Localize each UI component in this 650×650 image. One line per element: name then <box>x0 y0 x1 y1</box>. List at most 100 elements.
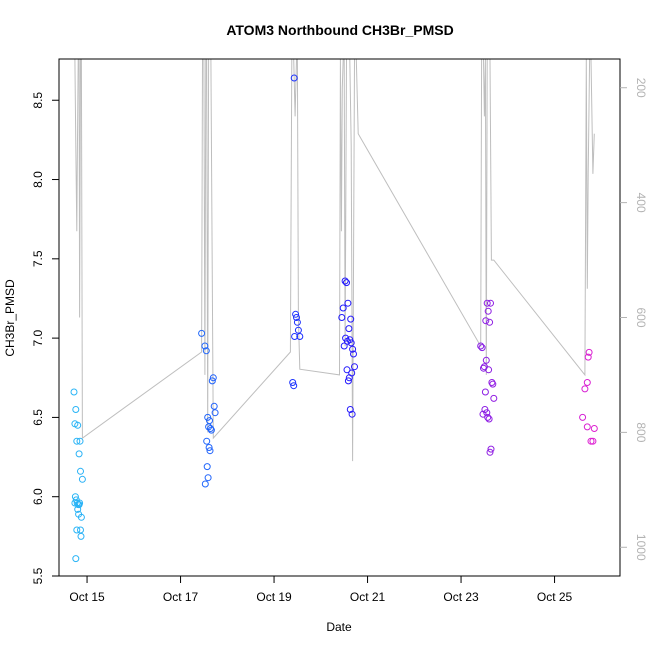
x-tick-label: Oct 17 <box>163 590 199 604</box>
data-point <box>211 409 219 417</box>
data-point <box>348 369 356 377</box>
data-point <box>207 426 215 434</box>
data-point <box>481 388 489 396</box>
data-point <box>490 394 498 402</box>
data-point <box>340 342 348 350</box>
data-point <box>487 299 494 307</box>
data-point <box>341 277 349 285</box>
y-tick-label: 6.0 <box>31 488 45 505</box>
y-tick-label: 6.5 <box>31 409 45 426</box>
data-point <box>479 410 487 418</box>
data-point <box>482 356 490 364</box>
data-point <box>75 450 83 458</box>
data-point <box>587 437 595 445</box>
data-point <box>345 325 353 333</box>
data-point <box>209 374 217 382</box>
data-point <box>290 74 298 82</box>
x-tick-label: Oct 23 <box>443 590 479 604</box>
data-point <box>72 406 80 413</box>
data-point <box>346 406 354 413</box>
data-point <box>349 345 357 353</box>
data-point <box>347 315 355 323</box>
series-line <box>73 59 595 462</box>
y-right-tick-label: 1000 <box>634 534 648 561</box>
x-tick-label: Oct 19 <box>256 590 292 604</box>
data-point <box>292 310 300 318</box>
data-point <box>72 555 80 563</box>
data-point <box>583 423 591 431</box>
data-point <box>584 353 592 361</box>
data-point <box>291 333 299 340</box>
data-point <box>343 366 351 374</box>
data-point <box>343 279 350 287</box>
y-axis-label: CH3Br_PMSD <box>3 279 17 357</box>
y-right-tick-label: 800 <box>634 422 648 442</box>
data-point <box>77 513 85 521</box>
data-point <box>581 385 589 393</box>
point-layer <box>70 74 598 563</box>
x-tick-label: Oct 21 <box>350 590 386 604</box>
data-point <box>583 379 591 386</box>
data-point <box>486 448 494 456</box>
y-right-tick-label: 600 <box>634 307 648 327</box>
data-point <box>290 382 298 390</box>
chart-title: ATOM3 Northbound CH3Br_PMSD <box>226 22 453 38</box>
data-point <box>481 406 489 413</box>
data-point <box>203 463 211 471</box>
data-point <box>78 475 86 483</box>
data-point <box>205 444 213 451</box>
data-point <box>71 499 79 507</box>
x-axis: Oct 15 Oct 17 Oct 19 Oct 21 Oct 23 Oct 25 <box>69 576 573 604</box>
data-point <box>343 337 351 345</box>
data-point <box>293 314 300 321</box>
data-point <box>585 348 593 356</box>
data-point <box>478 344 486 352</box>
data-point <box>77 526 84 534</box>
data-point <box>590 425 598 432</box>
data-point <box>70 388 78 396</box>
y-tick-label: 8.5 <box>31 92 45 109</box>
data-point <box>293 318 301 326</box>
data-point <box>486 318 494 326</box>
data-point <box>77 532 85 540</box>
data-point <box>484 413 492 421</box>
x-tick-label: Oct 25 <box>537 590 573 604</box>
data-point <box>294 326 302 334</box>
data-point <box>74 505 82 513</box>
y-axis-right: 200 400 600 800 1000 <box>620 78 648 561</box>
data-point <box>482 317 490 325</box>
data-point <box>477 342 485 350</box>
data-point <box>289 379 297 386</box>
data-point <box>485 366 493 374</box>
y-tick-label: 7.0 <box>31 329 45 346</box>
data-point <box>579 413 587 421</box>
data-point <box>201 480 209 488</box>
data-point <box>77 467 84 475</box>
data-point <box>484 307 492 315</box>
data-point <box>75 501 83 509</box>
data-point <box>350 350 357 358</box>
data-point <box>487 445 495 453</box>
x-axis-label: Date <box>326 620 352 634</box>
data-point <box>203 437 211 445</box>
y-tick-label: 7.5 <box>31 250 45 267</box>
data-point <box>344 299 352 307</box>
y-tick-label: 8.0 <box>31 171 45 188</box>
x-tick-label: Oct 15 <box>69 590 105 604</box>
y-tick-label: 5.5 <box>31 567 45 584</box>
data-point <box>339 304 347 312</box>
data-point <box>208 377 216 385</box>
data-point <box>347 339 355 347</box>
data-point <box>351 363 358 371</box>
plot-area <box>58 58 621 577</box>
line-layer <box>73 59 595 462</box>
data-point <box>589 437 597 445</box>
data-point <box>76 437 84 445</box>
data-point <box>73 526 81 534</box>
data-point <box>202 347 210 355</box>
data-point <box>344 377 352 385</box>
data-point <box>348 410 356 418</box>
y-right-tick-label: 400 <box>634 193 648 213</box>
data-point <box>489 380 497 388</box>
